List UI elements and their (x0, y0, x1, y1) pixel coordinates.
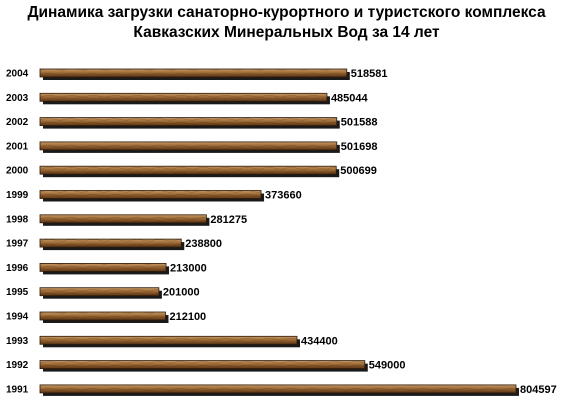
y-tick-label: 1993 (6, 336, 29, 347)
data-label: 501698 (341, 141, 378, 153)
y-tick-label: 2004 (6, 69, 29, 80)
bar-grain (40, 287, 159, 296)
bar-grain (40, 190, 262, 199)
data-label: 201000 (163, 287, 200, 299)
y-tick-label: 1997 (6, 239, 29, 250)
data-label: 212100 (169, 311, 206, 323)
data-label: 549000 (369, 360, 406, 372)
y-tick-label: 1994 (6, 312, 29, 323)
bar-grain (40, 312, 166, 320)
y-tick-label: 1996 (6, 263, 29, 274)
y-tick-label: 2001 (6, 141, 29, 152)
data-label: 500699 (340, 165, 377, 177)
bar-grain (40, 69, 347, 77)
y-tick-label: 2003 (6, 93, 29, 104)
data-label: 373660 (265, 190, 302, 202)
bar-grain (40, 214, 207, 223)
data-label: 485044 (331, 92, 369, 104)
bar-grain (40, 239, 182, 248)
data-label: 281275 (210, 214, 247, 226)
y-tick-label: 1991 (6, 384, 29, 395)
y-tick-label: 1995 (6, 287, 29, 298)
data-label: 213000 (170, 262, 207, 274)
bar-grain (40, 141, 337, 150)
chart-title-line-1: Динамика загрузки санаторно-курортного и… (27, 4, 546, 21)
y-tick-label: 2002 (6, 117, 29, 128)
bar-grain (40, 336, 297, 345)
chart-title: Динамика загрузки санаторно-курортного и… (0, 3, 573, 43)
chart-title-line-2: Кавказских Минеральных Вод за 14 лет (133, 24, 440, 41)
bar-grain (40, 360, 365, 369)
y-tick-label: 1998 (6, 214, 29, 225)
bar-grain (40, 117, 337, 126)
data-label: 804597 (520, 384, 557, 396)
bar-grain (40, 263, 167, 272)
y-tick-label: 1999 (6, 190, 29, 201)
data-label: 238800 (185, 238, 222, 250)
y-tick-label: 2000 (6, 166, 29, 177)
bar-grain (40, 166, 337, 175)
bar-grain (40, 384, 516, 393)
bar-grain (40, 93, 327, 102)
data-label: 434400 (301, 335, 338, 347)
y-tick-label: 1992 (6, 360, 29, 371)
data-label: 501588 (341, 117, 378, 129)
data-label: 518581 (351, 68, 388, 80)
